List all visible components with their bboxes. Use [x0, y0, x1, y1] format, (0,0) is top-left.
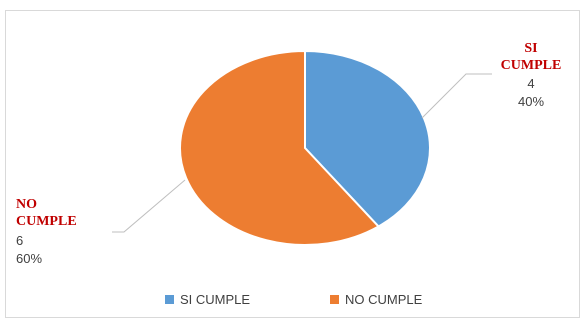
- pie-slice-no-cumple: [179, 49, 381, 246]
- leader-lines: [112, 73, 492, 233]
- data-label-si-cumple-value: 4: [527, 76, 534, 91]
- legend-swatch-no-cumple: [330, 295, 339, 304]
- data-label-si-cumple-percent: 40%: [518, 94, 544, 109]
- pie-slices: [179, 49, 431, 246]
- leader-line-si-cumple: [421, 73, 492, 119]
- legend-label-si-cumple: SI CUMPLE: [180, 292, 250, 307]
- data-label-si-cumple: SI CUMPLE 4 40%: [501, 41, 562, 109]
- data-label-si-cumple-name-line1: SI: [524, 41, 537, 56]
- data-label-no-cumple-name-line2: CUMPLE: [16, 214, 77, 229]
- data-label-si-cumple-name-line2: CUMPLE: [501, 58, 562, 73]
- legend-swatch-si-cumple: [165, 295, 174, 304]
- legend: SI CUMPLE NO CUMPLE: [165, 292, 423, 307]
- pie-slice-si-cumple: [304, 49, 431, 228]
- leader-line-no-cumple: [112, 179, 186, 233]
- data-label-no-cumple-name-line1: NO: [16, 197, 37, 212]
- data-label-no-cumple-percent: 60%: [16, 251, 42, 266]
- data-label-no-cumple-value: 6: [16, 233, 23, 248]
- data-label-no-cumple: NO CUMPLE 6 60%: [16, 197, 77, 266]
- legend-label-no-cumple: NO CUMPLE: [345, 292, 423, 307]
